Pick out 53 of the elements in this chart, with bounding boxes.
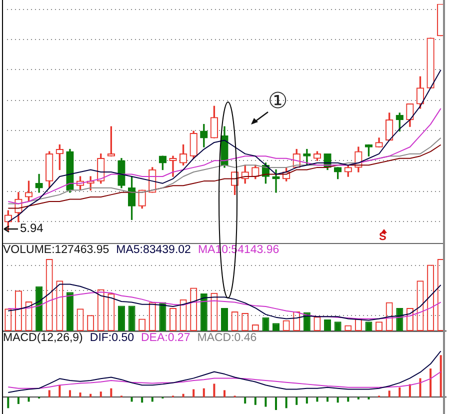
bar	[264, 397, 267, 407]
bar	[28, 397, 30, 402]
annotation: 5.94	[20, 221, 44, 235]
bar	[48, 390, 50, 398]
bar	[110, 388, 112, 398]
bar	[200, 294, 208, 331]
bar	[430, 368, 432, 398]
bar	[202, 388, 205, 398]
bar	[398, 387, 401, 398]
bar	[118, 306, 125, 331]
bar	[326, 397, 329, 402]
bar	[388, 390, 390, 398]
bar	[408, 384, 411, 398]
bar	[192, 389, 195, 398]
bar	[128, 306, 136, 331]
bar	[58, 385, 61, 398]
bar	[66, 292, 74, 331]
bar	[151, 397, 154, 402]
bar	[7, 397, 10, 408]
bar	[275, 397, 278, 410]
text: MA5:83439.02	[116, 244, 191, 256]
bar	[419, 378, 422, 398]
candlestick	[272, 169, 280, 193]
candlestick	[169, 156, 177, 177]
text: MACD:0.46	[197, 332, 257, 344]
annotation: ①	[268, 88, 288, 114]
bar	[306, 397, 308, 404]
bar	[262, 317, 270, 331]
bar	[130, 397, 133, 402]
text: DIF:0.50	[90, 332, 134, 344]
bar	[224, 390, 226, 398]
text: DEA:0.27	[141, 332, 190, 344]
bar	[79, 392, 82, 398]
bar	[90, 394, 92, 398]
bar	[285, 397, 288, 408]
bar	[221, 308, 228, 331]
bar	[36, 286, 43, 331]
bar	[141, 397, 144, 403]
bar	[316, 397, 318, 402]
bar	[100, 392, 102, 398]
bar	[17, 397, 20, 404]
bar	[440, 355, 442, 398]
bar	[159, 302, 166, 331]
bar	[336, 397, 339, 403]
bar	[347, 397, 350, 402]
bar	[244, 397, 246, 404]
bar	[296, 397, 298, 405]
bar	[396, 308, 404, 331]
bar	[68, 390, 71, 398]
bar	[213, 384, 216, 398]
bar	[182, 394, 184, 398]
series-label: VOLUME:127463.95	[3, 244, 110, 256]
chart-title: MACD(12,26,9)	[3, 332, 83, 344]
